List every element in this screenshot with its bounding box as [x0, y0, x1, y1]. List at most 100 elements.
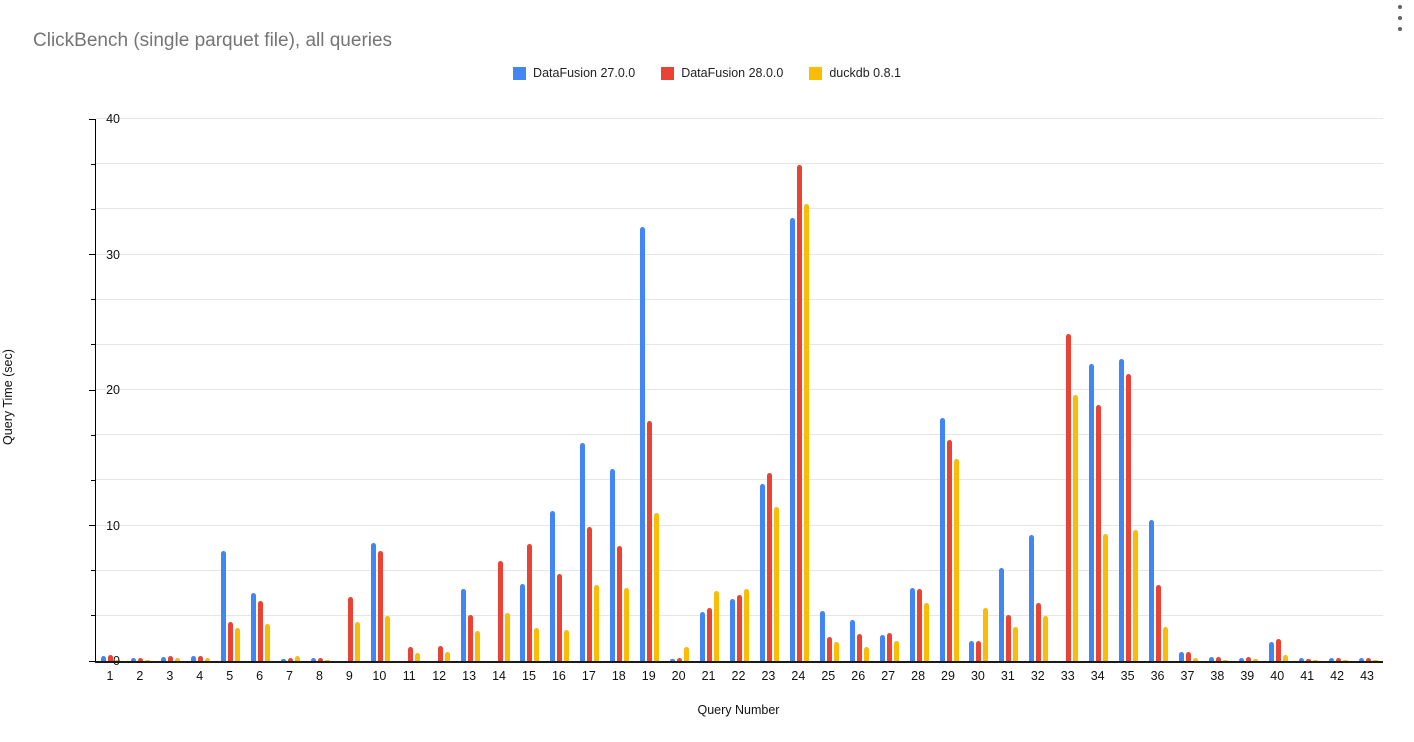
bar-q6-series1	[251, 593, 257, 661]
bar-q33-series3	[1073, 395, 1079, 661]
bar-q20-series2	[677, 658, 683, 661]
bar-q4-series2	[198, 656, 204, 661]
x-axis-line	[95, 661, 1383, 663]
y-axis-tick	[89, 660, 95, 662]
x-axis-label: 4	[196, 669, 204, 683]
bar-q15-series1	[520, 583, 526, 661]
bar-q36-series1	[1149, 520, 1155, 661]
bar-q17-series2	[587, 526, 593, 661]
kebab-dot	[1398, 27, 1402, 31]
x-axis-label: 18	[611, 669, 626, 683]
y-axis-title: Query Time (sec)	[1, 349, 15, 445]
x-axis-label: 23	[761, 669, 776, 683]
bar-q7-series2	[288, 658, 294, 661]
x-axis-label: 39	[1240, 669, 1255, 683]
bar-q19-series3	[654, 513, 660, 661]
x-axis-label: 6	[256, 669, 264, 683]
gridline	[96, 343, 1383, 345]
x-axis-label: 41	[1300, 669, 1315, 683]
bar-q25-series3	[833, 642, 839, 661]
gridline	[96, 253, 1383, 255]
x-axis-label: 27	[881, 669, 896, 683]
y-axis-label: 0	[113, 654, 120, 668]
bar-q31-series3	[1013, 627, 1019, 661]
bar-q34-series2	[1096, 404, 1102, 661]
bar-q38-series2	[1215, 656, 1221, 661]
kebab-dot	[1398, 5, 1402, 9]
bar-q8-series3	[324, 659, 330, 661]
bar-q8-series1	[310, 657, 316, 661]
bar-q32-series1	[1029, 535, 1035, 661]
bar-q20-series3	[684, 647, 690, 661]
x-axis-label: 37	[1180, 669, 1195, 683]
bar-q23-series2	[766, 472, 772, 661]
bar-q27-series2	[886, 632, 892, 661]
x-axis-label: 19	[641, 669, 656, 683]
x-axis-label: 28	[911, 669, 926, 683]
bar-q12-series3	[444, 652, 450, 661]
bar-q28-series1	[909, 587, 915, 661]
bar-q26-series1	[849, 620, 855, 661]
bar-q13-series2	[467, 614, 473, 661]
bar-q32-series3	[1043, 616, 1049, 661]
bar-q1-series1	[101, 656, 107, 661]
bar-q23-series3	[773, 506, 779, 661]
x-axis-label: 13	[462, 669, 477, 683]
bar-q40-series2	[1275, 639, 1281, 661]
x-axis-label: 20	[671, 669, 686, 683]
y-axis-label: 30	[106, 247, 120, 262]
bar-q42-series3	[1342, 660, 1348, 661]
x-axis-label: 14	[492, 669, 506, 683]
bar-q6-series2	[258, 601, 264, 661]
bar-q5-series2	[228, 621, 234, 661]
legend-swatch	[809, 66, 823, 80]
bar-q16-series2	[557, 574, 563, 661]
y-axis-tick	[89, 525, 95, 527]
bar-q37-series3	[1192, 658, 1198, 661]
y-axis-label: 40	[106, 112, 120, 126]
x-axis-label: 15	[522, 669, 536, 683]
bar-q37-series1	[1178, 651, 1184, 661]
bar-q27-series3	[893, 640, 899, 661]
bar-q24-series1	[789, 217, 795, 661]
bar-q21-series2	[707, 608, 713, 661]
bar-q43-series2	[1365, 658, 1371, 661]
bar-q39-series2	[1245, 656, 1251, 661]
x-axis-label: 30	[970, 669, 985, 683]
legend-item-2: DataFusion 28.0.0	[661, 66, 783, 80]
bar-q10-series2	[377, 551, 383, 661]
bar-q39-series3	[1252, 658, 1258, 661]
bar-q17-series1	[580, 442, 586, 661]
bar-q27-series1	[879, 635, 885, 661]
kebab-menu-icon[interactable]	[1392, 5, 1408, 31]
bar-q18-series2	[617, 545, 623, 661]
bar-q31-series2	[1006, 614, 1012, 661]
bar-q42-series2	[1335, 657, 1341, 661]
x-axis-title: Query Number	[697, 703, 780, 717]
legend-label: DataFusion 28.0.0	[681, 66, 784, 80]
legend-label: DataFusion 27.0.0	[533, 66, 636, 80]
bar-q4-series3	[205, 657, 211, 661]
bar-q28-series3	[923, 602, 929, 661]
x-axis-label: 40	[1270, 669, 1285, 683]
legend: DataFusion 27.0.0 DataFusion 28.0.0 duckdb…	[0, 66, 1414, 80]
bar-q13-series1	[460, 589, 466, 661]
y-axis-label: 20	[106, 383, 120, 397]
bar-q13-series3	[474, 630, 480, 661]
bar-q32-series2	[1036, 602, 1042, 661]
bar-q33-series2	[1066, 334, 1072, 661]
bar-q2-series3	[145, 659, 151, 661]
bar-q19-series2	[647, 421, 653, 661]
bar-q40-series3	[1282, 654, 1288, 661]
y-axis-tick	[89, 118, 95, 120]
x-axis-label: 22	[731, 669, 746, 683]
bar-q15-series3	[534, 628, 540, 661]
bar-q10-series1	[370, 543, 376, 661]
bar-q1-series3	[115, 659, 121, 661]
bar-q25-series1	[819, 610, 825, 661]
x-axis-label: 8	[315, 669, 323, 683]
bar-q41-series2	[1305, 658, 1311, 661]
gridline	[96, 118, 1383, 120]
bar-q18-series3	[624, 587, 630, 661]
